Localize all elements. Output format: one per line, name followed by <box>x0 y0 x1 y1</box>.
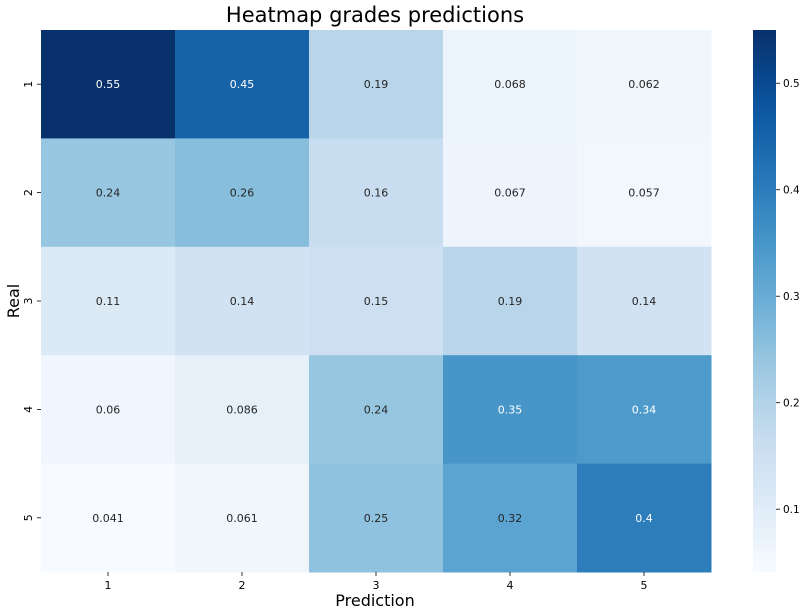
x-axis-label: Prediction <box>335 591 414 610</box>
cell-value-label: 0.067 <box>494 187 526 200</box>
cell-value-label: 0.16 <box>364 187 389 200</box>
colorbar-tick-label: 0.4 <box>783 185 800 197</box>
heatmap-cell <box>309 355 444 465</box>
heatmap-cell <box>577 355 712 465</box>
heatmap-cell <box>577 463 712 573</box>
y-tick-label: 2 <box>22 189 35 196</box>
heatmap-cell <box>443 30 578 139</box>
cell-value-label: 0.068 <box>494 78 526 91</box>
heatmap-cell <box>443 463 578 573</box>
colorbar-tick-label: 0.2 <box>783 398 800 410</box>
heatmap-cell <box>443 355 578 465</box>
x-tick-label: 4 <box>507 579 514 592</box>
cell-value-label: 0.35 <box>498 403 523 416</box>
heatmap-cell <box>41 246 176 356</box>
heatmap-cell <box>41 30 176 139</box>
y-tick-label: 3 <box>22 298 35 305</box>
cell-value-label: 0.061 <box>226 512 258 525</box>
x-tick-label: 5 <box>641 579 648 592</box>
heatmap-cell <box>309 463 444 573</box>
heatmap-cell <box>577 246 712 356</box>
y-axis-label: Real <box>4 284 23 319</box>
colorbar-tick-label: 0.1 <box>783 504 800 516</box>
cell-value-label: 0.15 <box>364 295 389 308</box>
cell-value-label: 0.06 <box>96 403 121 416</box>
heatmap-cells: 0.55 0.45 0.19 0.068 0.062 0.24 0.26 0.16 0.067 0… <box>41 30 712 573</box>
y-axis: 1 2 3 4 5 <box>22 81 41 521</box>
y-tick-label: 4 <box>22 406 35 413</box>
cell-value-label: 0.45 <box>230 78 255 91</box>
cell-value-label: 0.32 <box>498 512 523 525</box>
heatmap-cell <box>175 246 310 356</box>
cell-value-label: 0.24 <box>96 187 121 200</box>
x-tick-label: 2 <box>239 579 246 592</box>
heatmap-cell <box>175 30 310 139</box>
colorbar-tick-label: 0.3 <box>783 291 800 303</box>
heatmap-cell <box>443 138 578 248</box>
heatmap-cell <box>577 30 712 139</box>
heatmap-cell <box>41 355 176 465</box>
cell-value-label: 0.19 <box>498 295 523 308</box>
cell-value-label: 0.34 <box>632 403 657 416</box>
cell-value-label: 0.14 <box>230 295 255 308</box>
heatmap-cell <box>309 246 444 356</box>
heatmap-cell <box>577 138 712 248</box>
y-tick-label: 1 <box>22 81 35 88</box>
cell-value-label: 0.057 <box>628 187 660 200</box>
colorbar-ticks: 0.1 0.2 0.3 0.4 0.5 <box>776 78 800 516</box>
cell-value-label: 0.24 <box>364 403 389 416</box>
cell-value-label: 0.086 <box>226 403 258 416</box>
cell-value-label: 0.062 <box>628 78 660 91</box>
x-tick-label: 1 <box>105 579 112 592</box>
heatmap-cell <box>443 246 578 356</box>
cell-value-label: 0.4 <box>635 512 653 525</box>
x-tick-label: 3 <box>373 579 380 592</box>
chart-title: Heatmap grades predictions <box>226 3 524 27</box>
x-axis: 1 2 3 4 5 <box>105 572 648 592</box>
heatmap-cell <box>309 30 444 139</box>
colorbar-tick-label: 0.5 <box>783 78 800 90</box>
cell-value-label: 0.14 <box>632 295 657 308</box>
heatmap-cell <box>41 463 176 573</box>
heatmap-cell <box>175 463 310 573</box>
heatmap-cell <box>41 138 176 248</box>
heatmap-cell <box>175 138 310 248</box>
heatmap-cell <box>309 138 444 248</box>
cell-value-label: 0.26 <box>230 187 255 200</box>
y-tick-label: 5 <box>22 514 35 521</box>
cell-value-label: 0.55 <box>96 78 121 91</box>
colorbar <box>753 30 776 572</box>
cell-value-label: 0.11 <box>96 295 121 308</box>
heatmap-cell <box>175 355 310 465</box>
cell-value-label: 0.041 <box>92 512 124 525</box>
cell-value-label: 0.25 <box>364 512 389 525</box>
cell-value-label: 0.19 <box>364 78 389 91</box>
